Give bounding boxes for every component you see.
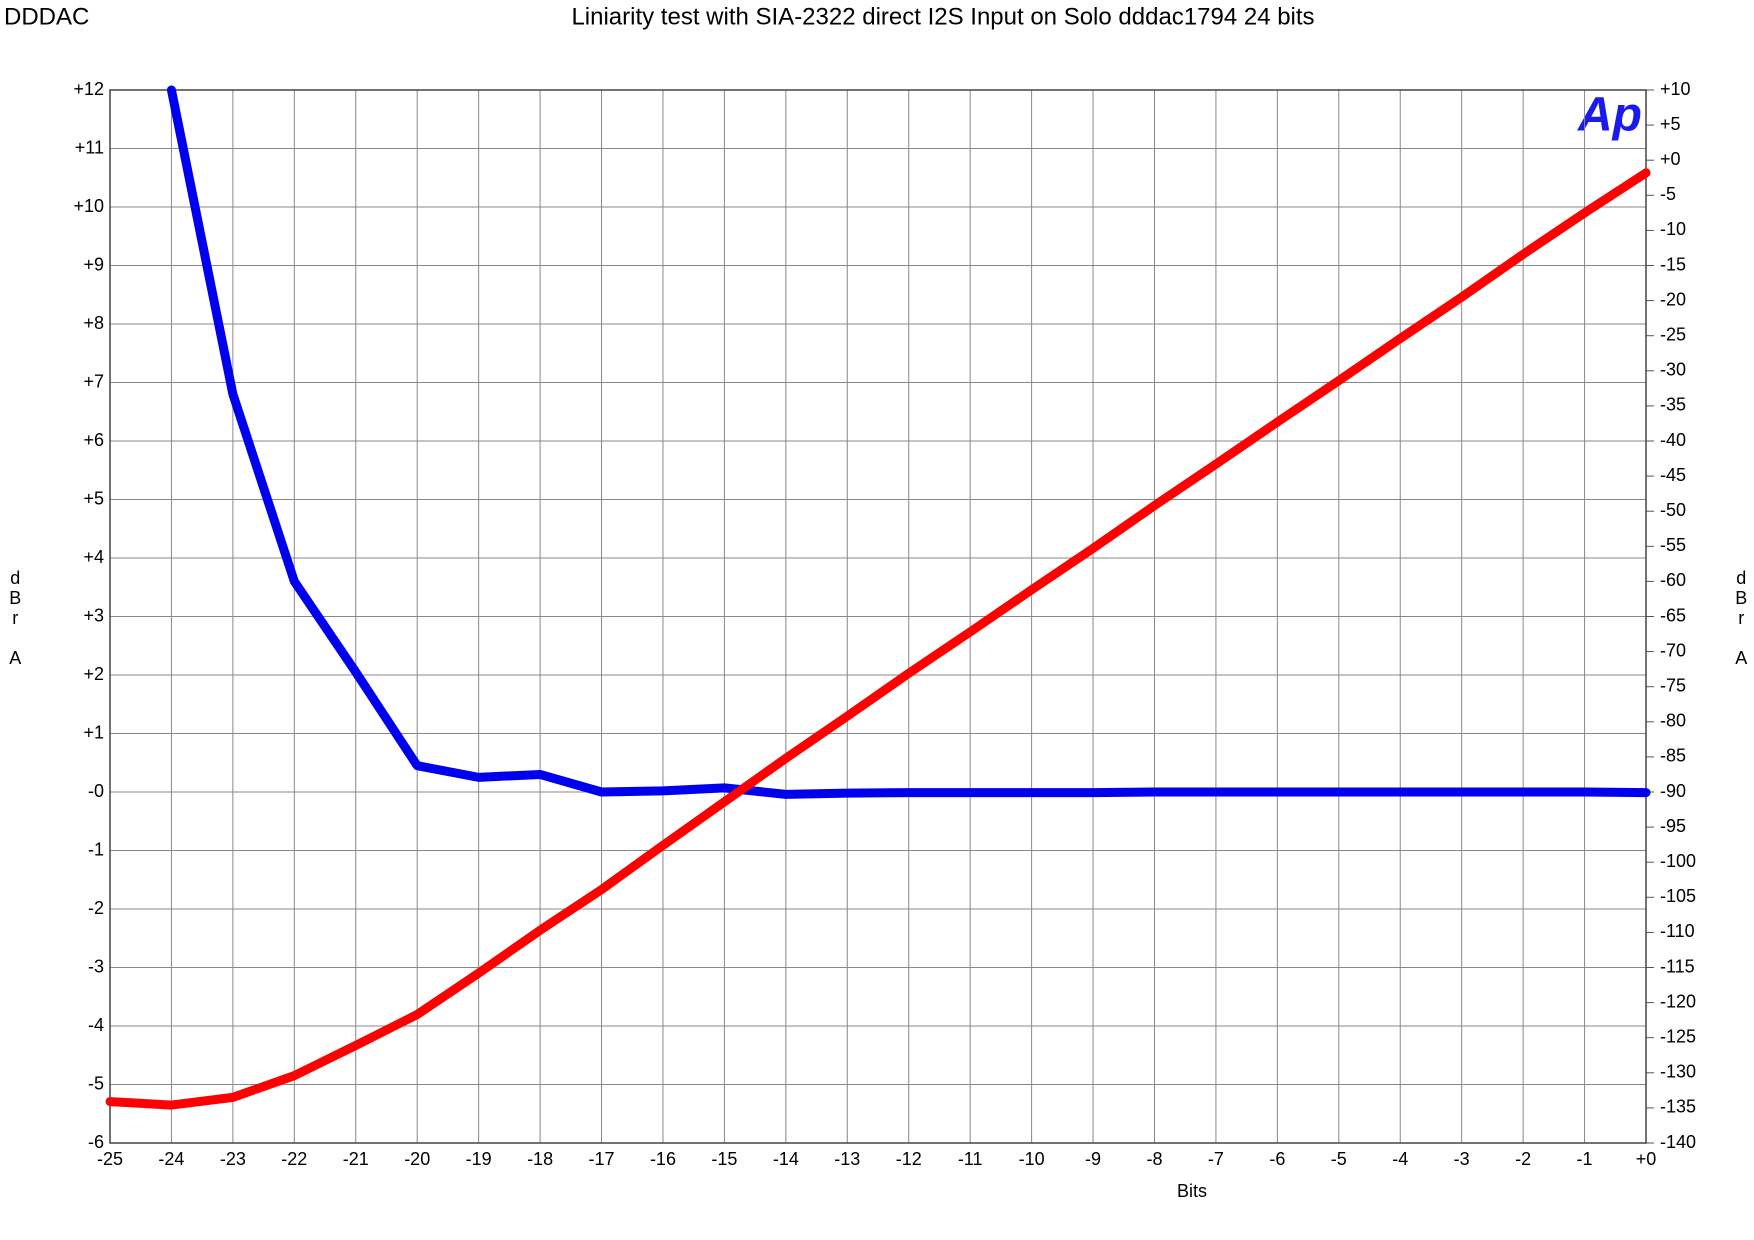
x-tick-label: -25: [97, 1149, 123, 1169]
x-tick-label: -23: [220, 1149, 246, 1169]
series-line: [166, 85, 1651, 799]
y2-tick-label: -55: [1660, 535, 1686, 555]
x-tick-label: -6: [1269, 1149, 1285, 1169]
y2-tick-label: +5: [1660, 114, 1681, 134]
x-tick-label: -3: [1454, 1149, 1470, 1169]
y-tick-label: +2: [83, 664, 104, 684]
y2-tick-label: -30: [1660, 360, 1686, 380]
y2-tick-label: +0: [1660, 149, 1681, 169]
logo: Ap: [1577, 89, 1642, 142]
y2-tick-label: -115: [1660, 956, 1695, 976]
x-tick-label: -5: [1331, 1149, 1347, 1169]
y-tick-label: +5: [83, 488, 104, 508]
y2-tick-label: -40: [1660, 430, 1686, 450]
y2-tick-label: -35: [1660, 395, 1686, 415]
x-tick-label: -24: [158, 1149, 184, 1169]
x-tick-label: -4: [1392, 1149, 1408, 1169]
x-axis-label: Bits: [1177, 1181, 1207, 1201]
y2-tick-label: -95: [1660, 816, 1686, 836]
y-tick-label: -5: [88, 1073, 104, 1093]
y2-tick-label: -85: [1660, 746, 1686, 766]
y2-tick-label: -90: [1660, 781, 1686, 801]
x-tick-label: -20: [404, 1149, 430, 1169]
x-tick-label: -14: [773, 1149, 799, 1169]
chart-title: Liniarity test with SIA-2322 direct I2S …: [571, 3, 1314, 30]
x-tick-label: -2: [1515, 1149, 1531, 1169]
x-tick-label: -9: [1085, 1149, 1101, 1169]
x-tick-label: -7: [1208, 1149, 1224, 1169]
y2-tick-label: -70: [1660, 640, 1686, 660]
y-tick-label: -6: [88, 1132, 104, 1152]
brand: DDDAC: [4, 3, 89, 30]
y2-tick-label: -120: [1660, 991, 1696, 1011]
y2-tick-label: -100: [1660, 851, 1696, 871]
x-tick-label: -8: [1146, 1149, 1162, 1169]
y-tick-label: +6: [83, 430, 104, 450]
y-tick-label: +7: [83, 371, 104, 391]
y-tick-label: +12: [73, 79, 104, 99]
series-line: [105, 168, 1651, 1110]
y-tick-label: -4: [88, 1015, 104, 1035]
x-tick-label: -18: [527, 1149, 553, 1169]
y-tick-label: +1: [83, 722, 104, 742]
x-tick-label: -12: [896, 1149, 922, 1169]
y-tick-label: +11: [75, 137, 104, 157]
y2-tick-label: -130: [1660, 1062, 1696, 1082]
y2-tick-label: -125: [1660, 1026, 1696, 1046]
y2-tick-label: +10: [1660, 79, 1691, 99]
x-tick-label: -10: [1019, 1149, 1045, 1169]
y2-tick-label: -80: [1660, 711, 1686, 731]
y2-tick-label: -105: [1660, 886, 1696, 906]
y2-tick-label: -60: [1660, 570, 1686, 590]
y2-tick-label: -135: [1660, 1097, 1696, 1117]
x-tick-label: -19: [466, 1149, 492, 1169]
y2-tick-label: -15: [1660, 254, 1686, 274]
x-tick-label: -15: [711, 1149, 737, 1169]
y2-tick-label: -45: [1660, 465, 1686, 485]
y-tick-label: -1: [88, 839, 104, 859]
y-tick-label: +8: [83, 313, 104, 333]
x-tick-label: -22: [281, 1149, 307, 1169]
x-tick-label: -13: [834, 1149, 860, 1169]
y-tick-label: +4: [83, 547, 104, 567]
x-tick-label: -11: [958, 1149, 983, 1169]
y-tick-label: -0: [88, 781, 104, 801]
x-tick-label: -1: [1577, 1149, 1593, 1169]
x-tick-label: +0: [1636, 1149, 1657, 1169]
y-tick-label: +10: [73, 196, 104, 216]
x-tick-label: -16: [650, 1149, 676, 1169]
y2-tick-label: -65: [1660, 605, 1686, 625]
x-tick-label: -17: [589, 1149, 615, 1169]
y2-tick-label: -50: [1660, 500, 1686, 520]
plot-frame: [109, 89, 1647, 1144]
y-tick-label: -3: [88, 956, 104, 976]
y2-tick-label: -10: [1660, 219, 1686, 239]
y2-tick-label: -25: [1660, 324, 1686, 344]
x-tick-label: -21: [343, 1149, 369, 1169]
y2-tick-label: -110: [1660, 921, 1695, 941]
y-axis-label: dBr A: [5, 568, 25, 668]
y2-tick-label: -5: [1660, 184, 1676, 204]
y2-tick-label: -140: [1660, 1132, 1696, 1152]
y2-tick-label: -20: [1660, 289, 1686, 309]
y-tick-label: +9: [83, 254, 104, 274]
y-tick-label: -2: [88, 898, 104, 918]
y2-axis-label: dBr A: [1731, 568, 1751, 668]
y-tick-label: +3: [83, 605, 104, 625]
y2-tick-label: -75: [1660, 675, 1686, 695]
